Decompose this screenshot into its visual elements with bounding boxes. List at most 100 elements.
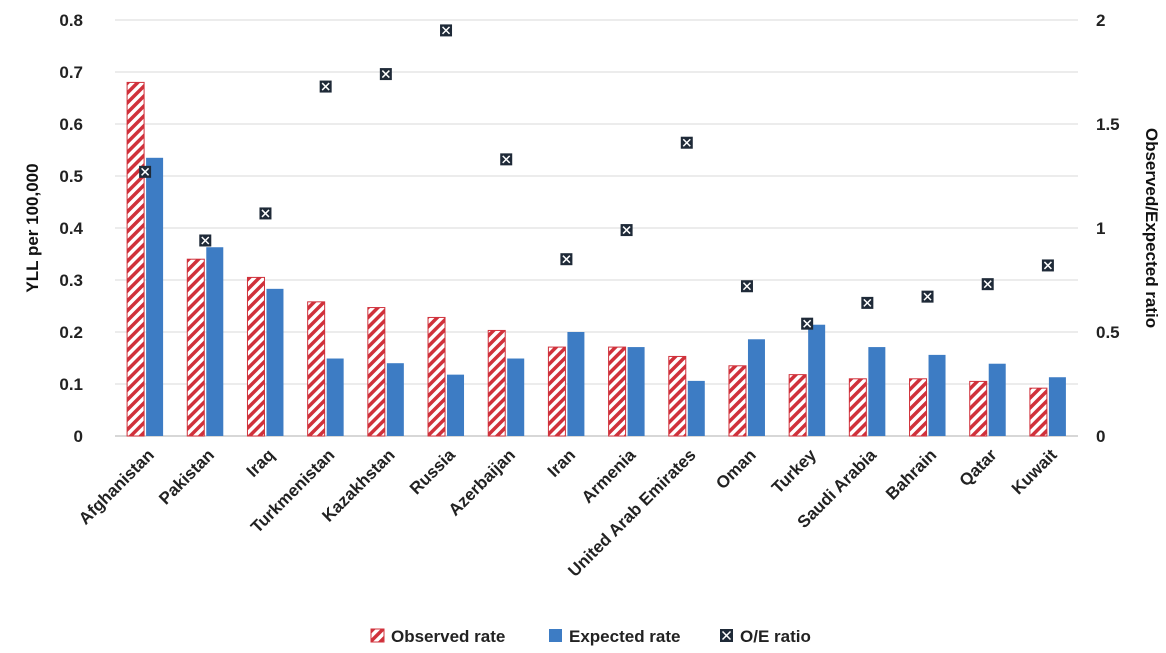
observed-bar — [969, 380, 988, 437]
ratio-marker — [801, 317, 814, 330]
ratio-marker — [319, 80, 332, 93]
ratio-marker — [1041, 259, 1054, 272]
ratio-marker-cross — [1043, 261, 1052, 270]
left-tick-label: 0.8 — [59, 11, 83, 30]
legend-expected-label: Expected rate — [569, 627, 681, 646]
ratio-marker-cross — [321, 82, 330, 91]
expected-bar — [808, 324, 826, 436]
observed-bar — [1029, 387, 1048, 437]
category-label: Bahrain — [882, 445, 940, 503]
observed-bar — [608, 346, 627, 437]
category-label: Russia — [406, 445, 459, 498]
ratio-marker-cross — [622, 226, 631, 235]
legend-ratio-label: O/E ratio — [740, 627, 811, 646]
ratio-marker — [620, 224, 633, 237]
right-tick-label: 0.5 — [1096, 323, 1120, 342]
ratio-marker-cross — [923, 292, 932, 301]
legend-ratio-marker — [720, 629, 733, 642]
ratio-marker — [259, 207, 272, 220]
legend-expected-swatch — [549, 629, 562, 642]
ratio-markers — [139, 24, 1054, 330]
ratio-marker-cross — [983, 280, 992, 289]
expected-bar — [627, 347, 645, 436]
ratio-marker — [740, 280, 753, 293]
observed-bar — [427, 316, 446, 437]
ratio-marker — [921, 290, 934, 303]
legend-observed-label: Observed rate — [391, 627, 505, 646]
right-tick-label: 0 — [1096, 427, 1105, 446]
ratio-marker — [680, 136, 693, 149]
category-label: Iran — [544, 445, 579, 480]
observed-bar — [487, 329, 506, 437]
observed-bar — [848, 378, 867, 437]
ratio-marker — [199, 234, 212, 247]
ratio-marker-cross — [502, 155, 511, 164]
category-label: Turkey — [768, 445, 820, 497]
ratio-marker — [861, 296, 874, 309]
observed-bar — [126, 81, 145, 437]
ratio-marker — [440, 24, 453, 37]
observed-bar — [307, 301, 326, 437]
expected-bar — [386, 363, 404, 436]
category-label: Qatar — [956, 445, 1001, 490]
observed-bar — [728, 365, 747, 437]
category-label: Oman — [712, 445, 760, 493]
expected-bar — [447, 374, 465, 436]
category-label: Kuwait — [1008, 445, 1061, 498]
expected-bar — [1048, 377, 1066, 436]
expected-bar — [988, 363, 1006, 436]
ratio-marker-cross — [863, 298, 872, 307]
expected-bar — [146, 157, 164, 437]
expected-bar — [266, 288, 284, 436]
left-tick-label: 0.5 — [59, 167, 83, 186]
ratio-marker-cross — [562, 255, 571, 264]
ratio-marker-cross — [803, 319, 812, 328]
left-tick-label: 0.7 — [59, 63, 83, 82]
ratio-marker — [560, 253, 573, 266]
ratio-marker — [379, 68, 392, 81]
category-label: Afghanistan — [75, 445, 158, 528]
ratio-marker-cross — [261, 209, 270, 218]
left-tick-label: 0.6 — [59, 115, 83, 134]
legend: Observed rate Expected rate O/E ratio — [370, 627, 811, 646]
expected-bar — [567, 332, 585, 436]
ratio-marker-cross — [141, 167, 150, 176]
ratio-marker-cross — [682, 138, 691, 147]
ratio-marker — [500, 153, 513, 166]
left-tick-label: 0.2 — [59, 323, 83, 342]
y-axis-left-title: YLL per 100,000 — [23, 163, 42, 292]
category-label: Armenia — [578, 445, 640, 507]
ratio-marker — [139, 165, 152, 178]
right-tick-label: 2 — [1096, 11, 1105, 30]
expected-bar — [687, 380, 705, 436]
ratio-marker-cross — [381, 70, 390, 79]
observed-bar — [246, 276, 265, 437]
left-tick-label: 0.1 — [59, 375, 83, 394]
expected-bar — [206, 247, 224, 436]
expected-bar — [868, 347, 886, 436]
expected-bar — [507, 358, 525, 436]
observed-bar — [547, 346, 566, 437]
right-tick-label: 1.5 — [1096, 115, 1120, 134]
category-label: Pakistan — [155, 445, 218, 508]
observed-bar — [909, 378, 928, 437]
right-tick-label: 1 — [1096, 219, 1105, 238]
expected-bar — [747, 339, 765, 436]
observed-bar — [788, 374, 807, 437]
observed-bar — [186, 258, 205, 437]
legend-observed-swatch — [370, 628, 385, 643]
expected-bar — [928, 354, 946, 436]
ratio-marker-cross — [442, 26, 451, 35]
left-tick-label: 0.4 — [59, 219, 83, 238]
y-axis-right-title: Observed/Expected ratio — [1142, 128, 1161, 328]
category-label: Iraq — [243, 445, 278, 480]
ratio-marker-cross — [201, 236, 210, 245]
left-tick-label: 0 — [74, 427, 83, 446]
expected-bar — [326, 358, 344, 436]
ratio-marker — [981, 278, 994, 291]
bars — [126, 81, 1066, 437]
right-axis-ticks: 0 0.5 1 1.5 2 — [1096, 11, 1120, 446]
